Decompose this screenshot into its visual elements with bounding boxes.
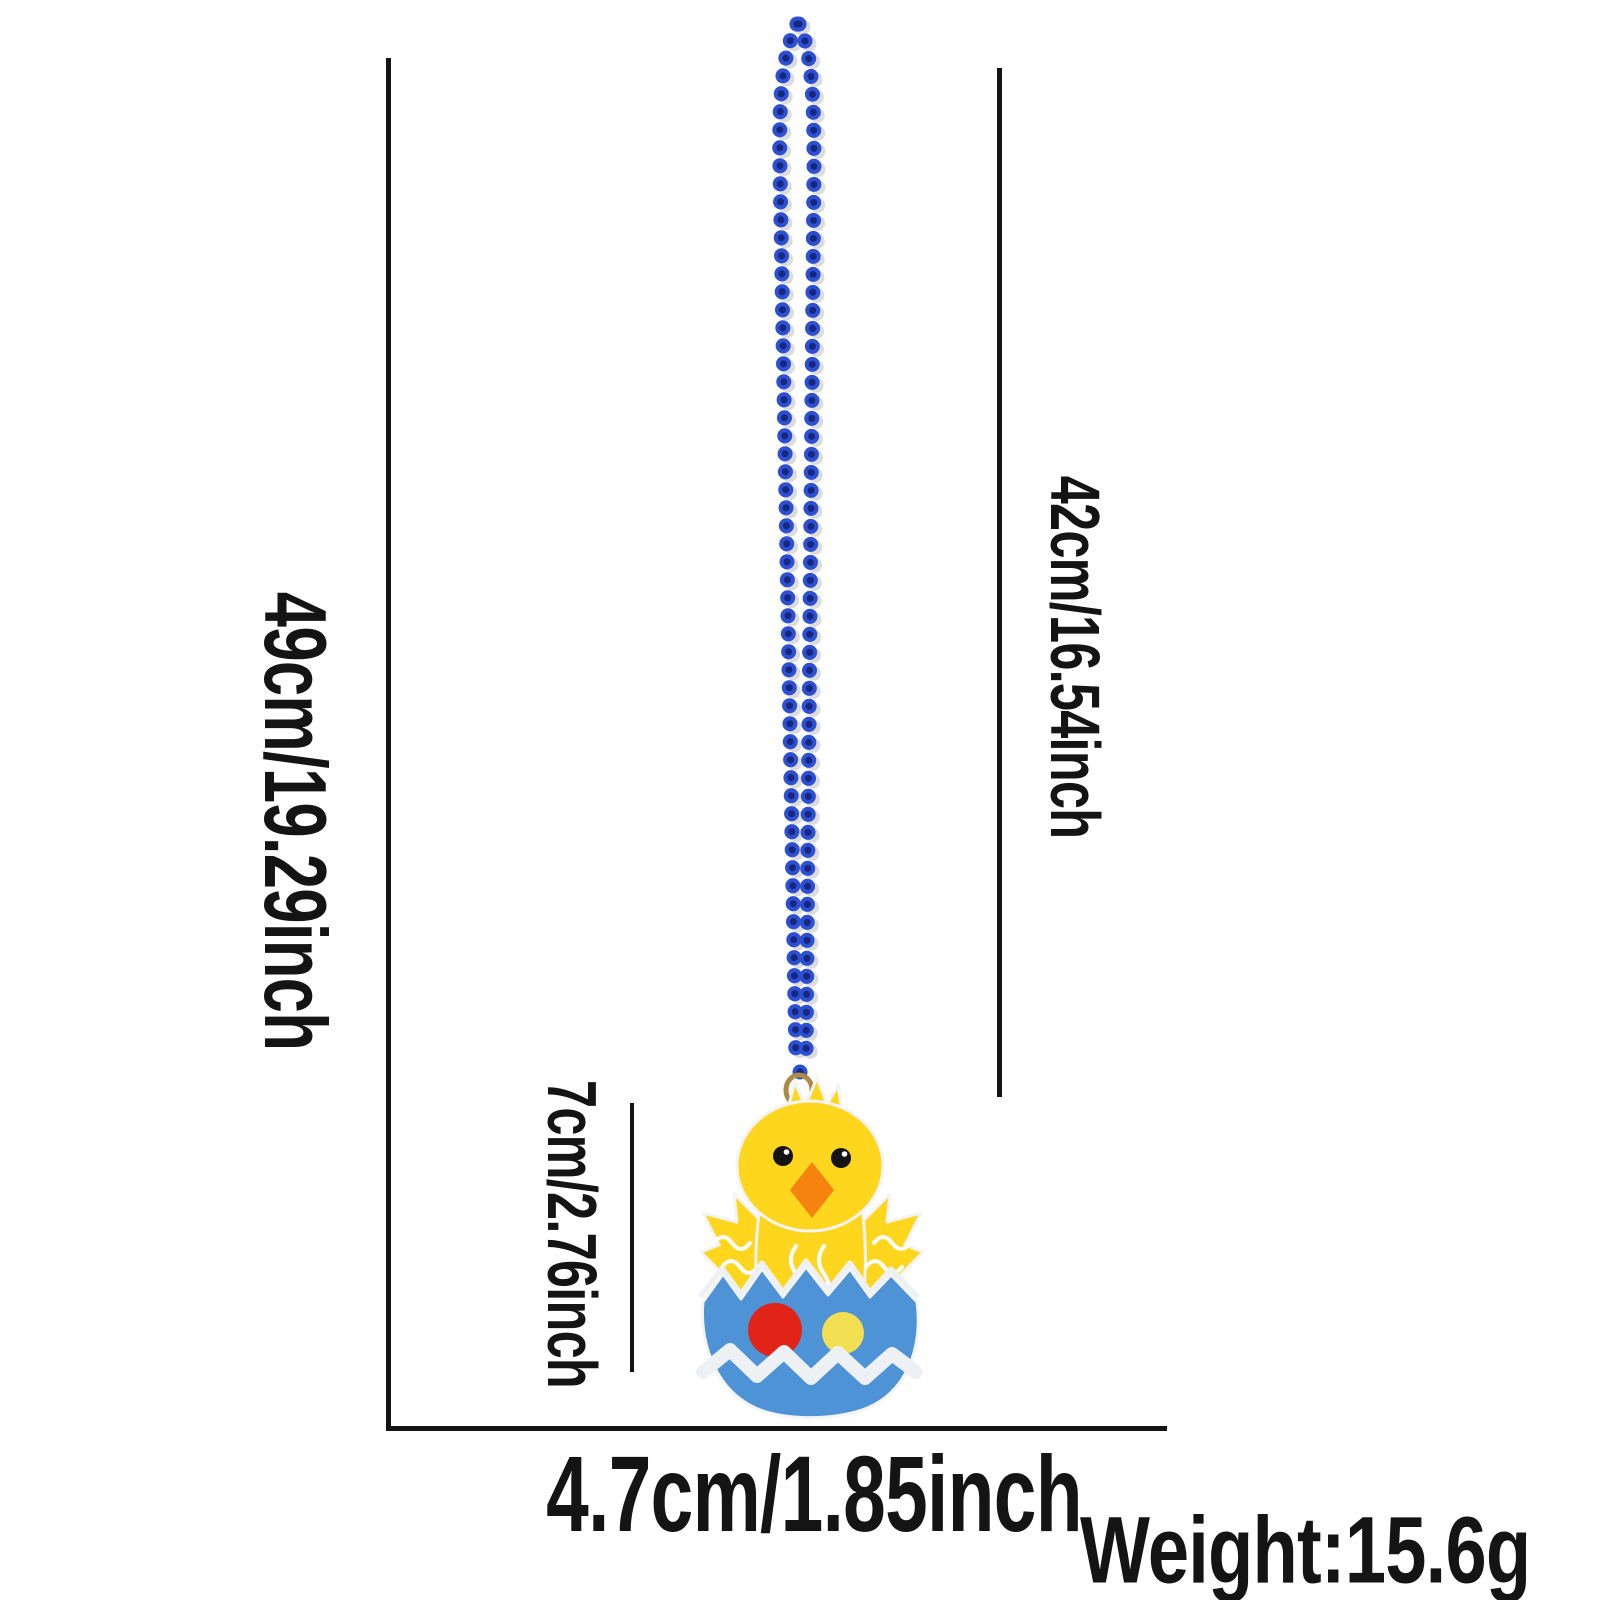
chain-length-label: 42cm/16.54inch (1036, 475, 1114, 839)
stitch-wing-left-2 (720, 1259, 760, 1275)
chick-eye-left (773, 1146, 793, 1166)
chain-strand-right (791, 16, 822, 1066)
stitch-wing-left-1 (712, 1235, 752, 1251)
pom-pom-yellow (822, 1312, 864, 1354)
total-length-label: 49cm/19.29inch (246, 591, 345, 1051)
chain-core-left (776, 20, 801, 1066)
egg-wave-band (696, 1343, 923, 1385)
stitch-wing-right-1 (872, 1235, 912, 1251)
pom-pom-red (748, 1303, 802, 1357)
chick-egg-pendant (696, 1072, 925, 1420)
bead-chain (772, 16, 826, 1080)
dimension-lines (386, 58, 1167, 1431)
egg-crack-edging (698, 1258, 920, 1299)
weight-label: Weight:15.6g (1080, 1497, 1531, 1600)
chick-eye-left-glint (783, 1149, 790, 1155)
pendant-width-label: 4.7cm/1.85inch (546, 1433, 1082, 1554)
chick-eye-right-glint (841, 1151, 848, 1157)
chick-beak (790, 1162, 834, 1218)
pendant-height-label: 7cm/2.76inch (533, 1080, 611, 1388)
chick-eye-right (831, 1148, 851, 1168)
